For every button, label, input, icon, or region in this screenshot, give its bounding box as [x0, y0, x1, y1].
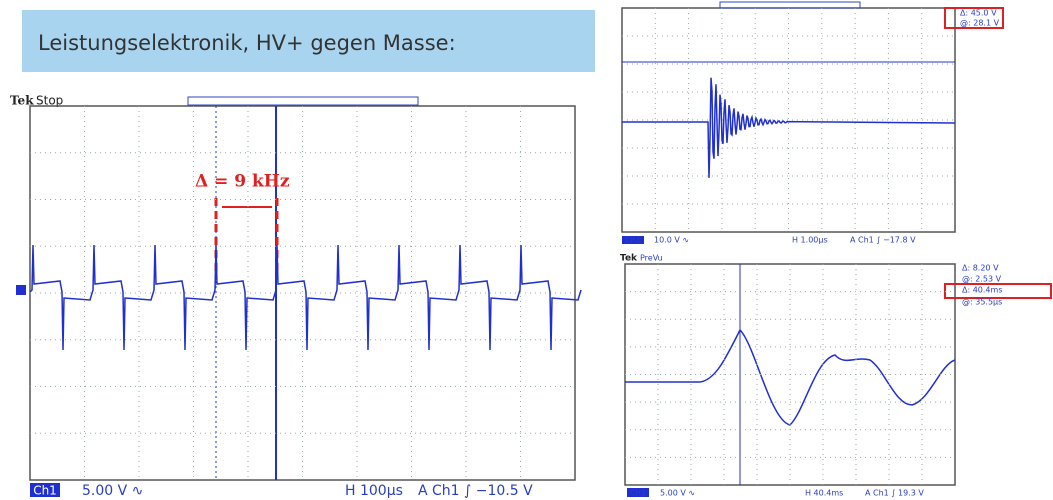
- channel: Ch1: [33, 484, 57, 498]
- timebase: H 40.4ms: [805, 489, 843, 498]
- cursor-at: @: 28.1 V: [960, 19, 1000, 28]
- cursor-at-v: @: 2.53 V: [962, 275, 1002, 284]
- channel: Ch1: [630, 489, 646, 498]
- cursor-delta-t: Δ: 40.4ms: [962, 286, 1002, 295]
- waveform: [622, 78, 955, 178]
- timebase: H 1.00µs: [792, 236, 828, 245]
- ground-marker: [16, 285, 26, 295]
- screen: [30, 106, 575, 480]
- record-bar: [720, 2, 860, 8]
- cursor-at-t: @: 35.5µs: [962, 298, 1002, 307]
- scale: 5.00 V ∿: [82, 483, 143, 499]
- channel: Ch1: [625, 236, 641, 245]
- status: PreVu: [640, 254, 663, 263]
- annotation: Δ = 9 kHz: [195, 172, 290, 192]
- trigger: A Ch1 ∫ −10.5 V: [418, 483, 533, 499]
- brand: Tek: [620, 254, 638, 264]
- record-bar: [188, 97, 418, 105]
- trigger: A Ch1 ∫ −17.8 V: [850, 236, 916, 245]
- scale: 5.00 V ∿: [660, 489, 695, 498]
- cursor-delta-v: Δ: 8.20 V: [962, 264, 999, 273]
- scope-bottom-right: Tek PreVu Δ: 8.20 V @: 2.53 V Δ: 40.4ms …: [620, 254, 1051, 498]
- title: Leistungselektronik, HV+ gegen Masse:: [38, 31, 456, 55]
- scale: 10.0 V ∿: [654, 236, 689, 245]
- cursor-delta: Δ: 45.0 V: [960, 9, 997, 18]
- scope-left: Tek Stop Δ = 9 kHz Ch1 5.00 V ∿ H 100µs …: [10, 94, 575, 500]
- timebase: H 100µs: [345, 483, 403, 499]
- waveform: [30, 245, 581, 350]
- slide: Leistungselektronik, HV+ gegen Masse: Te…: [0, 0, 1053, 500]
- trigger: A Ch1 ∫ 19.3 V: [865, 489, 924, 498]
